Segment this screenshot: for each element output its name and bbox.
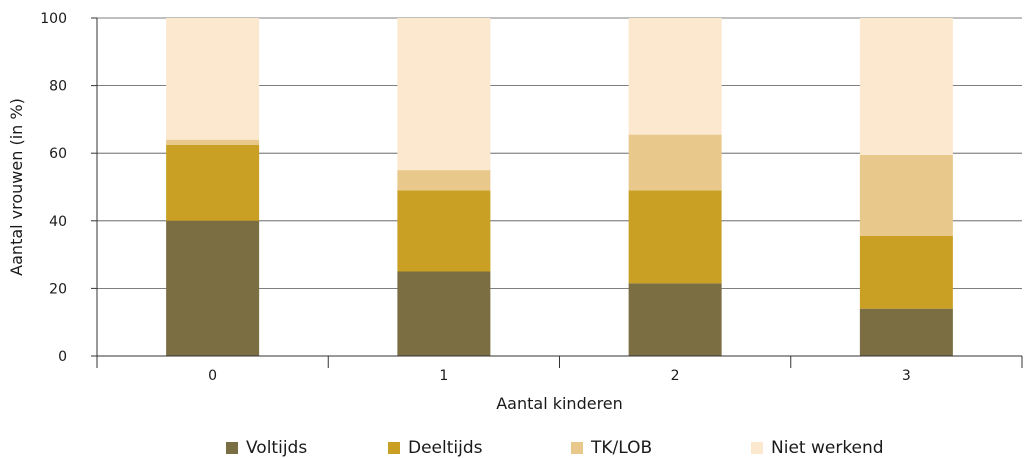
bar-segment-tk-lob-2 [628, 134, 722, 191]
bar-segment-voltijds-1 [397, 271, 491, 356]
legend-label: Niet werkend [771, 438, 884, 458]
legend-swatch-voltijds [226, 442, 238, 454]
legend-swatch-deeltijds [388, 442, 400, 454]
bar-segment-voltijds-2 [628, 283, 722, 356]
bar-segment-niet-werkend-3 [859, 18, 953, 155]
axes: 0 20 40 60 80 100 0 1 2 3 [40, 11, 1023, 384]
bar-segment-niet-werkend-2 [628, 18, 722, 135]
y-tick-label: 20 [49, 281, 67, 297]
legend-swatch-niet-werkend [751, 442, 763, 454]
bar-segment-tk-lob-3 [859, 154, 953, 237]
x-tick-label: 2 [671, 368, 680, 384]
y-tick-label: 60 [49, 146, 67, 162]
bar-segment-niet-werkend-0 [166, 18, 260, 140]
legend-label: TK/LOB [590, 438, 652, 458]
legend: Voltijds Deeltijds TK/LOB Niet werkend [226, 438, 884, 458]
legend-label: Voltijds [246, 438, 307, 458]
bar-segment-tk-lob-0 [166, 139, 260, 145]
y-tick-label: 0 [58, 349, 67, 365]
bar-segment-voltijds-3 [859, 308, 953, 356]
y-axis-title: Aantal vrouwen (in %) [7, 98, 26, 276]
legend-swatch-tk-lob [571, 442, 583, 454]
bar-segment-voltijds-0 [166, 220, 260, 356]
bar-segment-tk-lob-1 [397, 170, 491, 191]
x-tick-label: 3 [902, 368, 911, 384]
bar-segment-niet-werkend-1 [397, 18, 491, 171]
bar-segment-deeltijds-0 [166, 144, 260, 221]
y-tick-label: 80 [49, 79, 67, 95]
x-axis-title: Aantal kinderen [496, 394, 623, 413]
y-tick-label: 40 [49, 214, 67, 230]
x-tick-label: 0 [208, 368, 217, 384]
x-tick-label: 1 [439, 368, 448, 384]
bar-segment-deeltijds-1 [397, 190, 491, 272]
y-tick-label: 100 [40, 11, 67, 27]
legend-label: Deeltijds [408, 438, 483, 458]
bar-segment-deeltijds-2 [628, 190, 722, 284]
bars [166, 18, 953, 356]
bar-segment-deeltijds-3 [859, 236, 953, 309]
